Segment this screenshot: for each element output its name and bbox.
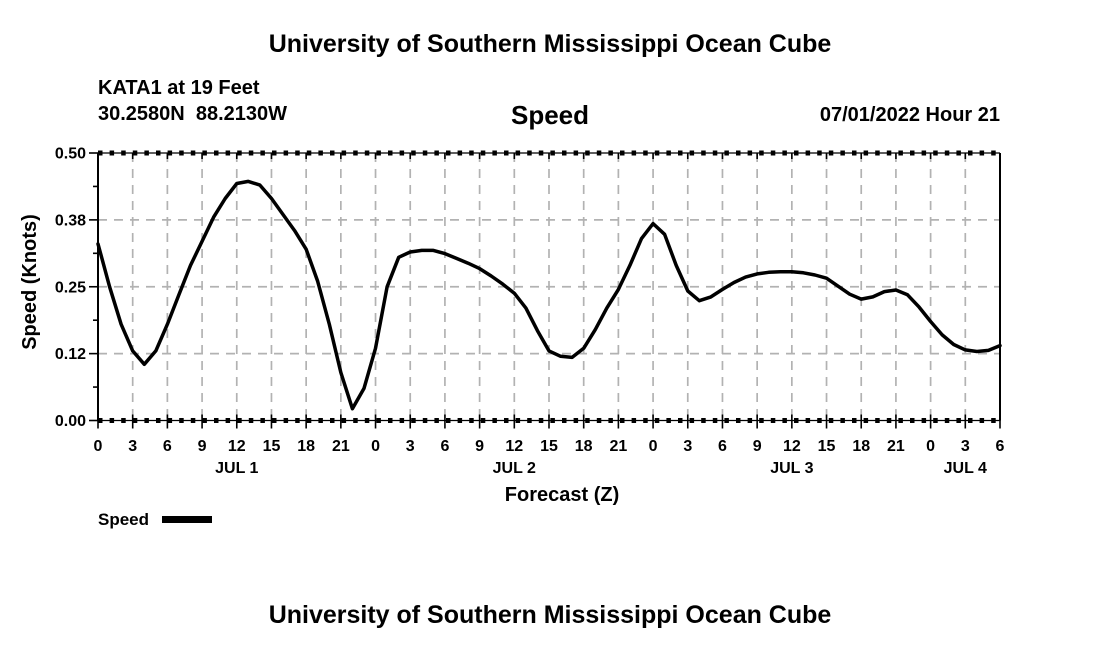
x-tick-label: 21	[332, 438, 350, 455]
day-label: JUL 4	[944, 460, 987, 477]
x-tick-label: 15	[540, 438, 558, 455]
footer-title: University of Southern Mississippi Ocean…	[268, 601, 832, 629]
page-title: University of Southern Mississippi Ocean…	[268, 30, 832, 58]
x-tick-label: 0	[926, 438, 935, 455]
x-tick-label: 9	[475, 438, 484, 455]
y-tick-label: 0.38	[55, 212, 86, 229]
x-tick-label: 3	[961, 438, 970, 455]
legend-label: Speed	[98, 510, 150, 529]
x-tick-label: 3	[128, 438, 137, 455]
x-tick-label: 18	[852, 438, 870, 455]
x-tick-label: 9	[753, 438, 762, 455]
x-tick-label: 0	[371, 438, 380, 455]
day-label: JUL 3	[770, 460, 813, 477]
station-id: KATA1 at 19 Feet	[98, 77, 260, 99]
x-tick-label: 12	[228, 438, 246, 455]
y-tick-label: 0.00	[55, 413, 86, 430]
station-coordinates: 30.2580N 88.2130W	[98, 103, 288, 125]
x-tick-label: 12	[505, 438, 523, 455]
day-label: JUL 2	[493, 460, 536, 477]
y-tick-label: 0.12	[55, 346, 86, 363]
x-tick-label: 6	[718, 438, 727, 455]
x-tick-label: 18	[575, 438, 593, 455]
x-tick-label: 15	[263, 438, 281, 455]
speed-curve	[96, 179, 1002, 411]
x-tick-label: 6	[996, 438, 1005, 455]
x-tick-label: 3	[406, 438, 415, 455]
x-tick-label: 21	[609, 438, 627, 455]
x-tick-label: 6	[163, 438, 172, 455]
x-axis-title: Forecast (Z)	[504, 484, 620, 506]
x-tick-label: 3	[683, 438, 692, 455]
y-tick-label: 0.50	[55, 146, 86, 163]
x-tick-label: 18	[297, 438, 315, 455]
x-tick-label: 15	[818, 438, 836, 455]
x-tick-label: 12	[783, 438, 801, 455]
y-tick-label: 0.25	[55, 279, 86, 296]
x-tick-label: 6	[440, 438, 449, 455]
forecast-datetime: 07/01/2022 Hour 21	[819, 104, 1000, 126]
x-tick-label: 21	[887, 438, 905, 455]
x-tick-label: 9	[198, 438, 207, 455]
legend-line-sample	[162, 516, 212, 523]
x-tick-label: 0	[649, 438, 658, 455]
y-axis-title: Speed (Knots)	[19, 214, 41, 350]
plot-title: Speed	[510, 100, 590, 130]
day-label: JUL 1	[215, 460, 258, 477]
x-tick-label: 0	[94, 438, 103, 455]
